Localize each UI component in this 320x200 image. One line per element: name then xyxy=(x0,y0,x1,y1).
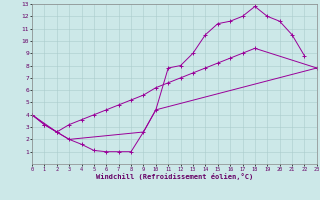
X-axis label: Windchill (Refroidissement éolien,°C): Windchill (Refroidissement éolien,°C) xyxy=(96,173,253,180)
